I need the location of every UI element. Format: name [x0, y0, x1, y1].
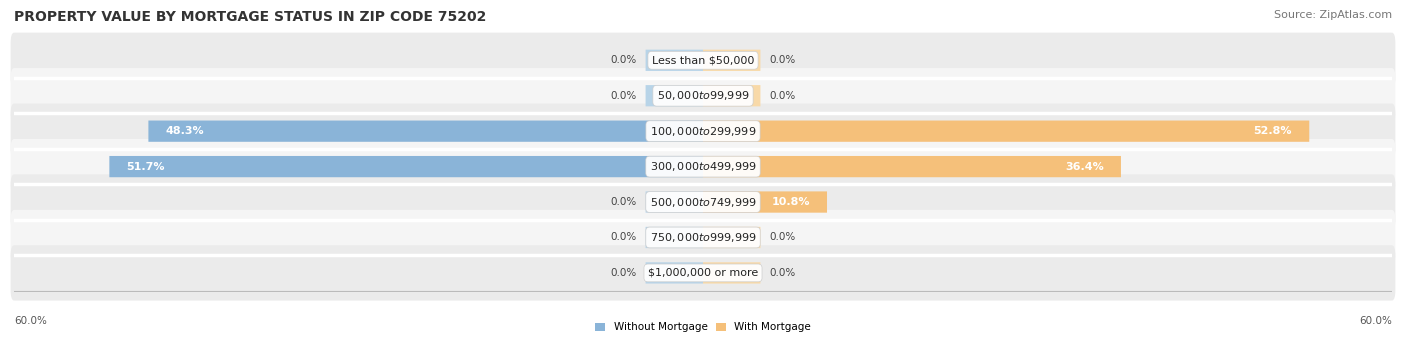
Text: 36.4%: 36.4%	[1064, 162, 1104, 172]
Text: 0.0%: 0.0%	[610, 233, 637, 242]
FancyBboxPatch shape	[11, 174, 1395, 230]
FancyBboxPatch shape	[703, 227, 761, 248]
Text: $50,000 to $99,999: $50,000 to $99,999	[657, 89, 749, 102]
Text: 48.3%: 48.3%	[166, 126, 204, 136]
FancyBboxPatch shape	[11, 245, 1395, 301]
Text: 0.0%: 0.0%	[610, 197, 637, 207]
Text: 60.0%: 60.0%	[1360, 317, 1392, 326]
FancyBboxPatch shape	[149, 121, 703, 142]
FancyBboxPatch shape	[645, 262, 703, 284]
FancyBboxPatch shape	[11, 210, 1395, 265]
Text: Less than $50,000: Less than $50,000	[652, 55, 754, 65]
Text: 10.8%: 10.8%	[772, 197, 810, 207]
FancyBboxPatch shape	[11, 139, 1395, 194]
Text: 0.0%: 0.0%	[769, 91, 796, 101]
Text: 52.8%: 52.8%	[1254, 126, 1292, 136]
Legend: Without Mortgage, With Mortgage: Without Mortgage, With Mortgage	[595, 322, 811, 333]
FancyBboxPatch shape	[110, 156, 703, 177]
FancyBboxPatch shape	[645, 85, 703, 106]
FancyBboxPatch shape	[703, 156, 1121, 177]
FancyBboxPatch shape	[703, 262, 761, 284]
FancyBboxPatch shape	[11, 103, 1395, 159]
Text: $500,000 to $749,999: $500,000 to $749,999	[650, 195, 756, 208]
Text: 51.7%: 51.7%	[127, 162, 165, 172]
Text: 0.0%: 0.0%	[610, 55, 637, 65]
FancyBboxPatch shape	[703, 191, 827, 212]
Text: 0.0%: 0.0%	[769, 233, 796, 242]
Text: $1,000,000 or more: $1,000,000 or more	[648, 268, 758, 278]
FancyBboxPatch shape	[11, 68, 1395, 123]
FancyBboxPatch shape	[11, 33, 1395, 88]
Text: $100,000 to $299,999: $100,000 to $299,999	[650, 125, 756, 138]
FancyBboxPatch shape	[645, 227, 703, 248]
FancyBboxPatch shape	[703, 121, 1309, 142]
Text: $750,000 to $999,999: $750,000 to $999,999	[650, 231, 756, 244]
Text: 0.0%: 0.0%	[769, 268, 796, 278]
FancyBboxPatch shape	[703, 85, 761, 106]
FancyBboxPatch shape	[703, 50, 761, 71]
FancyBboxPatch shape	[645, 191, 703, 212]
Text: 0.0%: 0.0%	[610, 268, 637, 278]
Text: 60.0%: 60.0%	[14, 317, 46, 326]
Text: Source: ZipAtlas.com: Source: ZipAtlas.com	[1274, 10, 1392, 20]
Text: PROPERTY VALUE BY MORTGAGE STATUS IN ZIP CODE 75202: PROPERTY VALUE BY MORTGAGE STATUS IN ZIP…	[14, 10, 486, 24]
Text: $300,000 to $499,999: $300,000 to $499,999	[650, 160, 756, 173]
Text: 0.0%: 0.0%	[769, 55, 796, 65]
Text: 0.0%: 0.0%	[610, 91, 637, 101]
FancyBboxPatch shape	[645, 50, 703, 71]
